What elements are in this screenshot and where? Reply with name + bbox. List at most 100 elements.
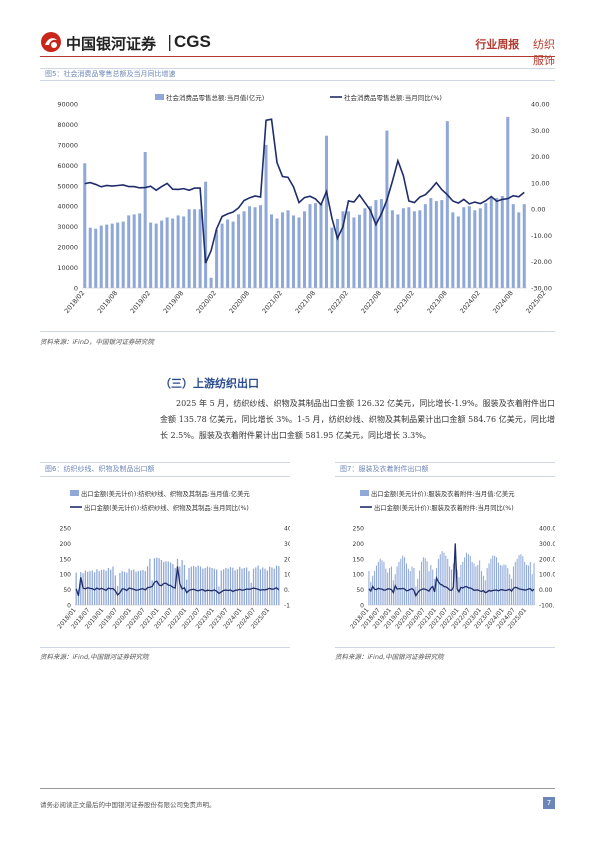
bar <box>412 211 416 288</box>
bar <box>112 566 114 605</box>
bar <box>377 561 379 605</box>
bar <box>151 580 153 605</box>
legend-label: 社会消费品零售总额:当月同比(%) <box>344 93 442 102</box>
bar <box>464 557 466 605</box>
bar <box>160 560 163 605</box>
bar <box>492 555 494 605</box>
bar <box>486 568 488 605</box>
bar <box>407 568 409 605</box>
bar <box>447 558 449 605</box>
bar <box>466 552 468 605</box>
bar <box>396 566 398 605</box>
bar <box>140 570 142 605</box>
bar <box>398 561 400 605</box>
bar <box>236 569 239 605</box>
bar <box>426 561 428 605</box>
bar <box>454 560 456 605</box>
bar <box>330 227 334 288</box>
bar <box>138 213 142 288</box>
report-sector: 纺织服饰 <box>533 38 555 67</box>
fig5-source: 资料来源：iFinD，中国银河证券研究院 <box>40 338 154 346</box>
bar <box>99 225 103 288</box>
legend-label: 出口金额(美元计价):服装及衣着附件:当月同比(%) <box>374 503 514 512</box>
brand-separator: | <box>167 32 173 51</box>
y-left-tick-label: 250 <box>60 526 72 533</box>
bar <box>169 562 172 605</box>
brand-logo: 中国银河证券 | CGS <box>40 31 230 53</box>
y-left-tick-label: 80000 <box>57 121 78 129</box>
legend-swatch-bar <box>155 94 164 100</box>
bar <box>252 568 255 605</box>
bar <box>507 568 509 605</box>
bar <box>462 561 464 605</box>
bar <box>423 204 427 288</box>
bar <box>499 564 501 605</box>
footer-disclaimer: 请务必阅读正文最后的中国银河证券股份有限公司免责声明。 <box>40 801 216 809</box>
bar <box>475 566 477 605</box>
bar <box>308 204 312 288</box>
y-left-tick-label: 30000 <box>57 223 78 231</box>
bar <box>226 219 230 288</box>
bar <box>94 228 98 288</box>
bar <box>385 568 387 605</box>
bar <box>266 570 268 605</box>
bar <box>383 561 385 605</box>
x-tick-label: 2018/02 <box>63 289 86 315</box>
bar <box>253 207 257 288</box>
fig5-caption: 图5：社会消费品零售总额及当月同比增速 <box>45 70 176 78</box>
fig5-source-rule <box>40 331 555 332</box>
bar <box>495 198 499 288</box>
fig6-caption: 图6：纺织纱线、织物及制品出口额 <box>45 465 155 473</box>
bar <box>503 564 505 605</box>
bar <box>490 558 492 605</box>
y-right-tick-label: -20.00 <box>531 258 552 266</box>
bar <box>424 558 426 605</box>
bar <box>154 223 158 288</box>
bar <box>245 567 248 605</box>
bar <box>368 206 372 288</box>
bar <box>105 570 107 605</box>
x-tick-label: 2025/02 <box>524 289 547 315</box>
bar <box>234 570 236 605</box>
bar <box>137 571 139 605</box>
bar <box>202 568 204 605</box>
bar <box>363 208 367 288</box>
bar <box>434 201 438 288</box>
bar <box>409 571 411 605</box>
bar <box>241 568 243 605</box>
bar <box>243 568 245 605</box>
y-left-tick-label: 250 <box>353 526 365 533</box>
bar <box>469 555 471 605</box>
x-tick-label: 2021/02 <box>261 289 284 315</box>
fig7-chart: 出口金额(美元计价):服装及衣着附件:当月值:亿美元出口金额(美元计价):服装及… <box>349 489 555 630</box>
bar <box>292 215 296 288</box>
bar <box>96 569 98 605</box>
bar <box>121 221 125 288</box>
bar <box>88 227 92 288</box>
bar <box>357 214 361 288</box>
series-line <box>368 543 535 598</box>
y-right-tick-label: 400.00 <box>539 526 555 533</box>
y-right-tick-label: 400.00 <box>284 526 290 533</box>
page-number: 7 <box>543 797 555 809</box>
bar <box>500 196 504 288</box>
bar <box>524 561 526 605</box>
bar <box>110 569 112 605</box>
y-right-tick-label: 300.00 <box>284 541 290 548</box>
bar <box>375 565 377 605</box>
bar <box>84 570 86 605</box>
x-tick-label: 2019/02 <box>129 289 152 315</box>
y-right-tick-label: -30.00 <box>531 285 552 293</box>
bar <box>198 209 202 288</box>
bar <box>497 562 499 605</box>
x-tick-label: 2020/02 <box>195 289 218 315</box>
bar <box>430 564 432 605</box>
bar <box>218 586 220 605</box>
x-tick-label: 2020/08 <box>228 289 251 315</box>
bar <box>215 229 219 288</box>
bar <box>520 554 522 605</box>
y-right-tick-label: 200.00 <box>539 556 555 563</box>
bar <box>231 221 235 288</box>
legend-label: 出口金额(美元计价):纺织纱线、织物及其制品:当月同比(%) <box>84 503 249 512</box>
bar <box>405 563 407 605</box>
